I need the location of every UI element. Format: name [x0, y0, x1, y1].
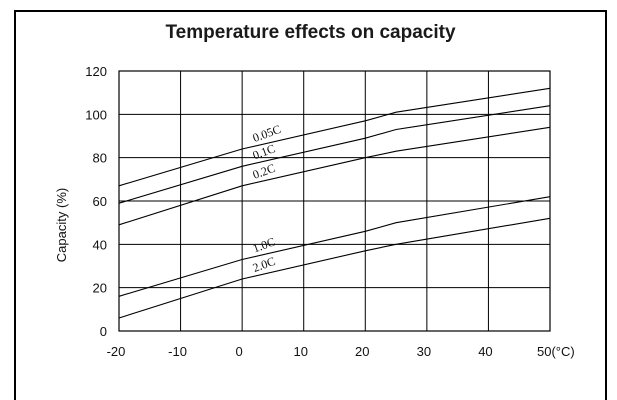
x-tick-label-4: 20 [355, 344, 369, 359]
plot-border [118, 70, 551, 332]
y-tick-label-80: 80 [93, 151, 107, 166]
series-line-0.05C [118, 87, 551, 187]
x-tick-label-5: 30 [417, 344, 431, 359]
series-line-1.0C [118, 196, 551, 297]
series-label-0.05C: 0.05C [251, 122, 283, 145]
x-tick-label-7: 50(°C) [537, 344, 575, 359]
y-axis-label: Capacity (%) [54, 188, 69, 262]
y-tick-label-120: 120 [85, 64, 107, 79]
y-tick-label-100: 100 [85, 107, 107, 122]
series-line-0.2C [118, 126, 551, 226]
x-tick-label-1: -10 [168, 344, 187, 359]
x-tick-label-3: 10 [293, 344, 307, 359]
x-tick-label-6: 40 [478, 344, 492, 359]
y-tick-label-60: 60 [93, 194, 107, 209]
chart-frame [14, 10, 607, 400]
x-tick-label-2: 0 [236, 344, 243, 359]
series-line-0.1C [118, 105, 551, 204]
series-line-2.0C [118, 217, 551, 319]
y-tick-label-40: 40 [93, 237, 107, 252]
series-lines [118, 87, 551, 319]
tick-labels: 0 20 40 60 80 100 120 -20 -10 0 10 20 30 40 50(°C) [85, 64, 574, 359]
y-tick-label-0: 0 [100, 324, 107, 339]
x-tick-label-0: -20 [107, 344, 126, 359]
chart-title: Temperature effects on capacity [165, 22, 456, 43]
y-tick-label-20: 20 [93, 281, 107, 296]
grid-lines [118, 70, 551, 332]
